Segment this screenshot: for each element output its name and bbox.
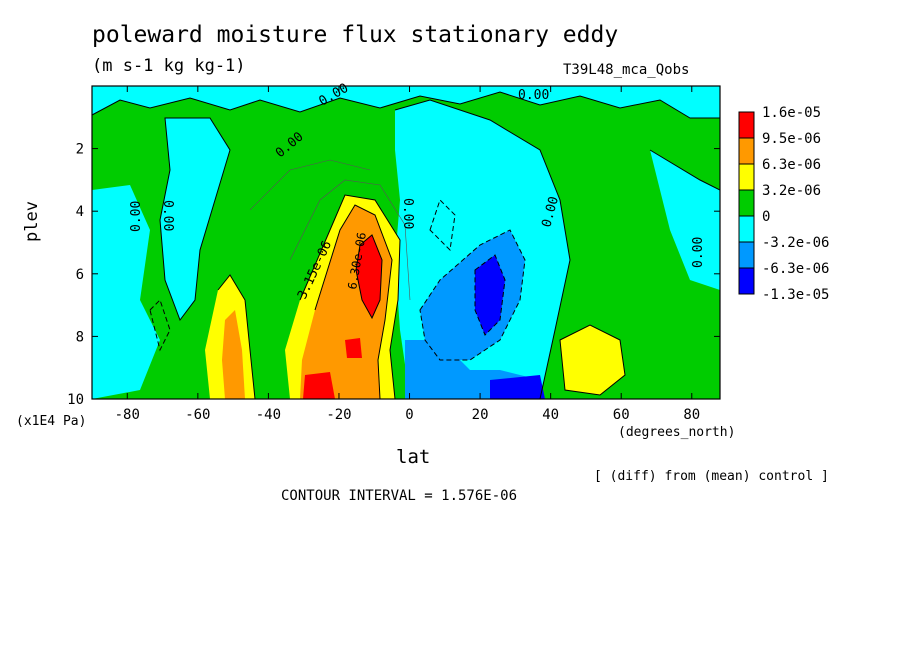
colorbar-label: -1.3e-05 (762, 287, 829, 303)
colorbar-swatch (738, 189, 755, 217)
plot-frame (91, 85, 721, 400)
field-red-low (303, 372, 335, 399)
difference-note: [ (diff) from (mean) control ] (594, 469, 829, 484)
colorbar-label: 6.3e-06 (762, 157, 821, 173)
x-tick-label: -20 (326, 407, 351, 423)
colorbar-label: 0 (762, 209, 770, 225)
colorbar-swatch (738, 241, 755, 269)
y-tick-label: 10 (67, 392, 84, 408)
field-darkblue (475, 255, 505, 335)
y-ticks: 2 4 6 8 10 (67, 142, 720, 408)
colorbar-label: 9.5e-06 (762, 131, 821, 147)
field-red-main (356, 235, 382, 318)
chart-title: poleward moisture flux stationary eddy (92, 22, 619, 48)
run-label: T39L48_mca_Qobs (563, 62, 690, 78)
field-cyan-south (160, 118, 230, 320)
x-tick-label: 80 (683, 407, 700, 423)
field-cyan-north (650, 150, 720, 290)
contour-label: 0.00 (691, 237, 706, 268)
y-tick-label: 8 (76, 329, 84, 345)
colorbar-swatch (738, 137, 755, 165)
contour-label: 0.00 (518, 88, 549, 103)
x-axis-unit: (degrees_north) (618, 425, 736, 440)
x-tick-label: 0 (405, 407, 413, 423)
field-cyan-top (92, 86, 720, 118)
field-yellow-ne (560, 325, 625, 395)
colorbar-swatch (738, 267, 755, 295)
field-orange-west (222, 310, 245, 399)
x-tick-label: 20 (472, 407, 489, 423)
field-blue (420, 230, 525, 360)
colorbar-label: 1.6e-05 (762, 105, 821, 121)
colorbar: 1.6e-05 9.5e-06 6.3e-06 3.2e-06 0 -3.2e-06 -6.… (738, 105, 829, 303)
contour-label: 0.00 (160, 200, 175, 231)
contour-interval: CONTOUR INTERVAL = 1.576E-06 (281, 488, 518, 504)
colorbar-label: -6.3e-06 (762, 261, 829, 277)
field-darkblue-low (490, 375, 545, 399)
y-tick-label: 4 (76, 204, 84, 220)
field-cyan-south2 (92, 185, 160, 399)
contour-label: 0.00 (129, 201, 144, 232)
y-tick-label: 6 (76, 267, 84, 283)
colorbar-swatch (738, 111, 755, 139)
x-tick-label: -60 (185, 407, 210, 423)
x-ticks: -80 -60 -40 -20 0 20 40 60 80 (115, 86, 700, 423)
colorbar-label: 3.2e-06 (762, 183, 821, 199)
chart-units: (m s-1 kg kg-1) (92, 56, 246, 76)
x-tick-label: 40 (542, 407, 559, 423)
x-tick-label: -40 (256, 407, 281, 423)
colorbar-swatch (738, 163, 755, 191)
colorbar-swatch (738, 215, 755, 243)
y-tick-label: 2 (76, 142, 84, 158)
x-axis-label: lat (396, 446, 431, 468)
x-tick-label: 60 (613, 407, 630, 423)
colorbar-label: -3.2e-06 (762, 235, 829, 251)
contour-label: 0.00 (400, 198, 415, 229)
x-tick-label: -80 (115, 407, 140, 423)
y-axis-unit: (x1E4 Pa) (16, 414, 87, 429)
field-red-mid (345, 338, 362, 358)
